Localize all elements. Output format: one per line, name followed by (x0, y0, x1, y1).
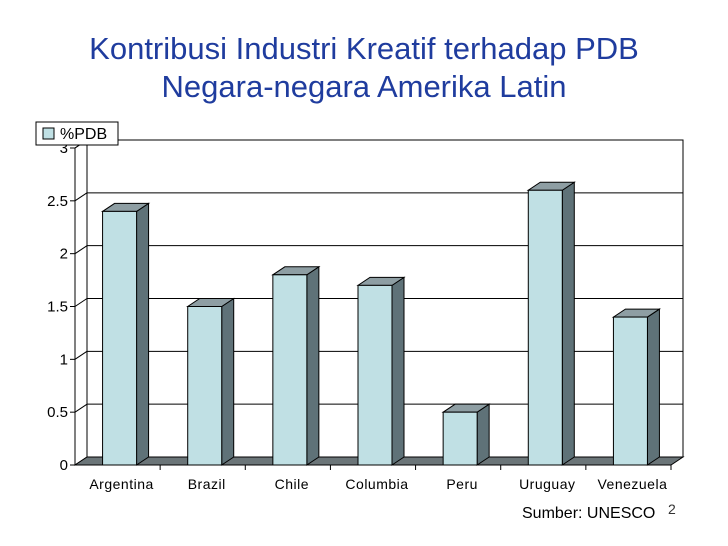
y-tick-label: 1 (60, 351, 68, 368)
legend-swatch (42, 127, 55, 140)
source-note: Sumber: UNESCO (522, 505, 656, 522)
legend-box (35, 121, 119, 146)
bar-side-uruguay (561, 181, 575, 466)
bar-uruguay (527, 189, 563, 466)
gridline-depth (74, 245, 88, 255)
bar-side-peru (476, 403, 490, 466)
bar-peru (442, 411, 478, 466)
title-line-1: Kontribusi Industri Kreatif terhadap PDB (89, 31, 639, 66)
x-tick-label: Columbia (345, 476, 408, 492)
y-tick-label: 2 (60, 246, 68, 263)
bar-side-venezuela (646, 308, 660, 466)
x-tick-label: Argentina (89, 476, 153, 492)
x-tick-label: Chile (275, 476, 309, 492)
bar-side-brazil (221, 297, 235, 466)
y-tick-label: 0 (60, 457, 68, 474)
bar-columbia (357, 284, 393, 466)
y-tick-label: 2.5 (47, 193, 68, 210)
x-tick-label: Uruguay (519, 476, 575, 492)
bar-venezuela (612, 316, 648, 466)
slide-title: Kontribusi Industri Kreatif terhadap PDB… (0, 30, 728, 106)
gridline-depth (74, 403, 88, 413)
legend-label: %PDB (60, 126, 107, 143)
x-tick-label: Venezuela (597, 476, 667, 492)
x-tick-label: Peru (446, 476, 478, 492)
bar-side-chile (306, 265, 320, 466)
bar-side-argentina (136, 202, 150, 466)
gridline-depth (74, 192, 88, 202)
title-line-2: Negara-negara Amerika Latin (161, 69, 567, 104)
bar-chile (272, 274, 308, 466)
slide-number: 2 (668, 501, 676, 517)
bar-brazil (187, 306, 223, 466)
bar-argentina (102, 210, 138, 466)
gridline-depth (74, 350, 88, 360)
gridline-depth (74, 298, 88, 307)
x-tick-label: Brazil (188, 476, 226, 492)
y-tick-label: 1.5 (47, 299, 68, 316)
y-tick-label: 0.5 (47, 404, 68, 421)
y-tick-label: 3 (60, 140, 68, 157)
bar-side-columbia (391, 276, 405, 466)
